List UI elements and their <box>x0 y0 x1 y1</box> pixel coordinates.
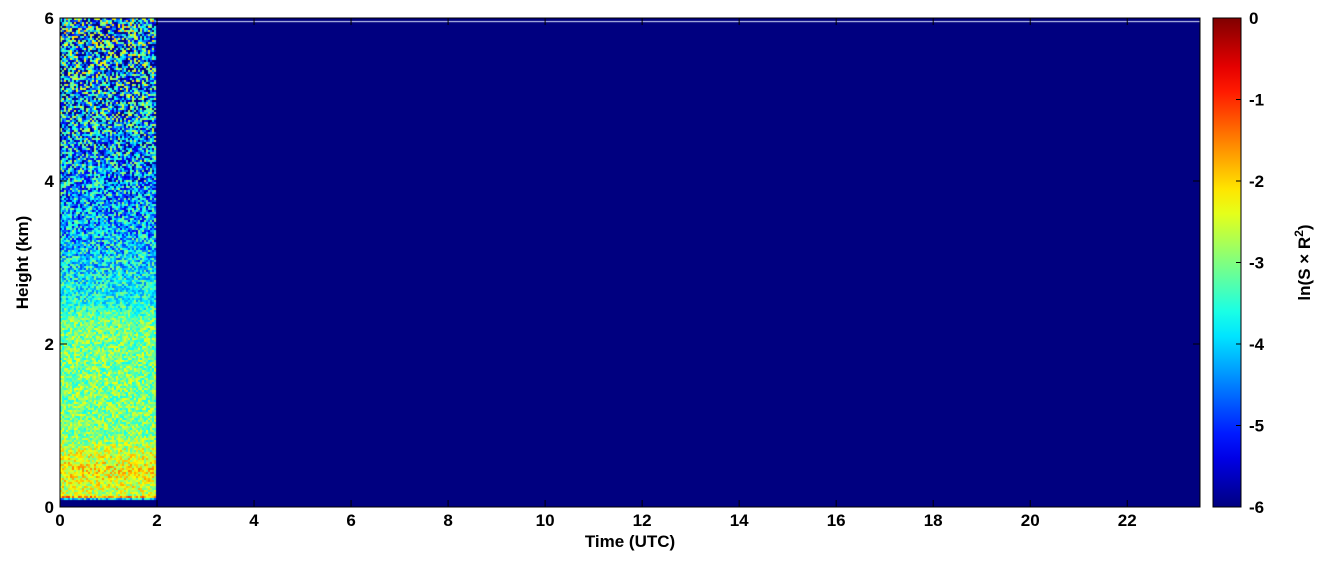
colorbar-tick-label: -3 <box>1249 254 1264 273</box>
x-tick-label: 20 <box>1021 511 1040 530</box>
x-tick-label: 22 <box>1118 511 1137 530</box>
colorbar-label-superscript: 2 <box>1292 230 1306 237</box>
y-tick-label: 6 <box>45 9 54 28</box>
plot-frame <box>59 17 1201 508</box>
x-tick-label: 8 <box>443 511 452 530</box>
colorbar-label: ln(S × R2) <box>1292 224 1314 300</box>
x-tick-label: 18 <box>924 511 943 530</box>
x-tick-label: 4 <box>249 511 259 530</box>
y-tick-label: 2 <box>45 335 54 354</box>
x-axis-label: Time (UTC) <box>585 532 675 551</box>
colorbar-tick-label: 0 <box>1249 9 1258 28</box>
colorbar-ticks: 0 -1 -2 -3 -4 -5 -6 <box>1236 9 1265 517</box>
colorbar-label-main: ln(S × R <box>1295 237 1314 301</box>
x-tick-label: 2 <box>152 511 161 530</box>
colorbar-tick-label: -2 <box>1249 172 1264 191</box>
y-tick-label: 0 <box>45 498 54 517</box>
heatmap-canvas <box>60 18 1200 507</box>
x-tick-label: 14 <box>730 511 749 530</box>
colorbar-tick-label: -5 <box>1249 417 1264 436</box>
x-tick-label: 12 <box>633 511 652 530</box>
y-axis-label: Height (km) <box>13 216 32 310</box>
x-tick-label: 10 <box>536 511 555 530</box>
x-axis: 0 2 4 6 8 10 12 14 16 18 20 22 <box>55 18 1137 530</box>
colorbar-tick-label: -4 <box>1249 335 1265 354</box>
heatmap-canvas-container <box>60 18 1200 507</box>
colorbar-tick-label: -6 <box>1249 498 1264 517</box>
x-tick-label: 6 <box>346 511 355 530</box>
y-axis: 0 2 4 6 <box>45 9 1200 517</box>
y-tick-label: 4 <box>45 172 55 191</box>
colorbar: 0 -1 -2 -3 -4 -5 -6 ln(S × R2) <box>1212 9 1314 517</box>
colorbar-label-close: ) <box>1295 224 1314 230</box>
heatmap-plot: 0 2 4 6 8 10 12 14 16 18 20 22 0 2 4 6 Time (UTC) Heig… <box>13 9 1201 551</box>
x-tick-label: 0 <box>55 511 64 530</box>
x-tick-label: 16 <box>827 511 846 530</box>
colorbar-tick-label: -1 <box>1249 91 1264 110</box>
